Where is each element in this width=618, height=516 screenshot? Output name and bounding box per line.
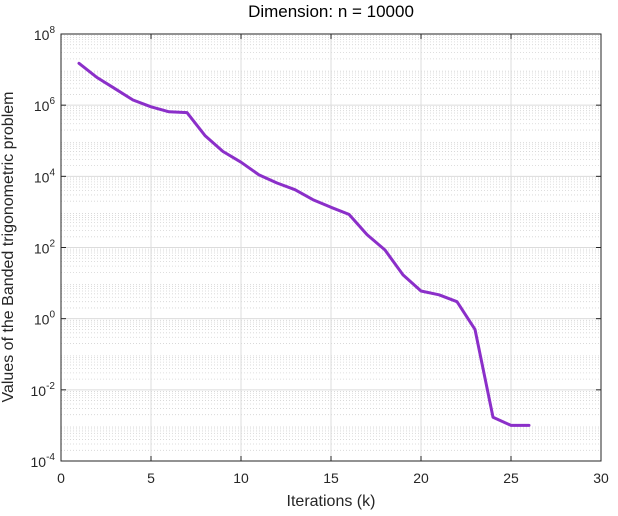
x-axis-label: Iterations (k) <box>287 493 376 510</box>
y-tick-label: 104 <box>34 167 56 185</box>
y-tick-label: 100 <box>34 310 56 328</box>
x-tick-label: 15 <box>323 470 339 486</box>
x-tick-label: 5 <box>147 470 155 486</box>
y-tick-label: 10-2 <box>31 381 56 399</box>
x-tick-label: 25 <box>503 470 519 486</box>
series-line <box>77 61 531 427</box>
y-axis-label: Values of the Banded trigonometric probl… <box>0 92 17 403</box>
x-axis-ticks: 0 5 10 15 20 25 30 <box>57 34 609 486</box>
y-tick-label: 108 <box>34 25 56 43</box>
plot-area <box>77 61 531 427</box>
y-axis-ticks: 10-4 10-2 100 102 104 106 108 <box>31 25 601 470</box>
y-tick-label: 106 <box>34 96 56 114</box>
chart-title: Dimension: n = 10000 <box>248 2 414 21</box>
y-tick-label: 102 <box>34 239 56 257</box>
x-tick-label: 30 <box>593 470 609 486</box>
x-tick-label: 20 <box>413 470 429 486</box>
x-tick-label: 0 <box>57 470 65 486</box>
y-tick-label: 10-4 <box>31 452 56 470</box>
x-tick-label: 10 <box>233 470 249 486</box>
grid-lines <box>60 33 602 462</box>
